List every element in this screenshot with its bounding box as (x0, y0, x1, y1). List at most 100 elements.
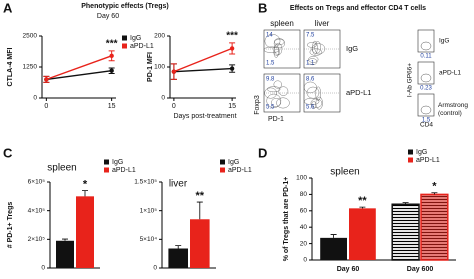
gate-value: 1.5 (266, 61, 275, 67)
row-label: IgG (439, 38, 449, 45)
legend-label: IgG (228, 159, 239, 166)
y-axis-label: # PD-1+ Tregs (7, 202, 14, 249)
chart-title: liver (169, 179, 188, 190)
contour (273, 80, 282, 89)
y-tick-label: 0 (41, 265, 45, 272)
contour (309, 48, 323, 56)
contour (307, 42, 317, 48)
contour (315, 96, 323, 110)
contour (273, 38, 285, 49)
x-axis-label: Days post-treatment (173, 113, 236, 120)
x-tick-label: 0 (172, 103, 176, 110)
y-tick-label: 0 (33, 95, 37, 102)
row-label: aPD-L1 (439, 70, 461, 77)
legend-label: aPD-L1 (416, 157, 440, 164)
gate-value: 5.5 (266, 105, 275, 111)
legend-label: aPD-L1 (112, 167, 136, 174)
legend-swatch (220, 167, 225, 173)
y-tick-label: 40 (300, 224, 308, 231)
contour (420, 73, 432, 83)
legend-swatch (408, 157, 413, 163)
legend-swatch (122, 43, 127, 49)
y-axis-label: % of Tregs that are PD-1+ (283, 177, 290, 262)
column-label: liver (315, 19, 330, 28)
row-label: Armstrong (control) (438, 102, 468, 117)
column-label: spleen (270, 19, 294, 28)
bar-tint (421, 194, 448, 260)
y-tick-label: 2×10⁵ (28, 236, 46, 243)
x-axis-label: PD-1 (268, 116, 284, 123)
legend-swatch (122, 35, 127, 41)
chart-title: spleen (47, 163, 76, 174)
y-tick-label: 2500 (23, 33, 38, 40)
row-label: aPD-L1 (346, 88, 371, 97)
x-tick-label: 15 (228, 103, 236, 110)
contour (308, 56, 319, 63)
error-bar (175, 245, 182, 249)
y-tick-label: 100 (296, 175, 307, 182)
panel-letter: A (3, 0, 13, 15)
chart-title: spleen (330, 167, 359, 178)
y-tick-label: 200 (154, 33, 165, 40)
y-tick-label: 100 (154, 64, 165, 71)
bar (391, 203, 420, 261)
contour (311, 101, 316, 110)
bar (168, 248, 188, 268)
x-tick-label: Day 600 (407, 266, 434, 273)
y-tick-label: 5×10⁴ (140, 236, 158, 243)
significance: * (83, 179, 88, 191)
legend-swatch (220, 159, 225, 165)
error-bar (330, 234, 337, 238)
contour (304, 97, 320, 105)
contour (314, 41, 321, 54)
x-tick-label: Day 60 (337, 266, 360, 273)
error-bar (359, 206, 366, 209)
contour (276, 97, 290, 109)
marker (109, 68, 114, 73)
error-bar (431, 192, 438, 195)
legend-swatch (408, 149, 413, 155)
significance: ** (358, 195, 367, 207)
error-bar (196, 201, 203, 220)
gate-value: 1.1 (306, 61, 315, 67)
legend-label: IgG (130, 35, 141, 42)
y-axis-label: Foxp3 (254, 95, 261, 115)
gate-value: 8.6 (306, 77, 315, 83)
significance: *** (106, 39, 118, 50)
panel-letter: D (258, 145, 267, 160)
flow-plot (417, 93, 435, 117)
contour (420, 41, 432, 51)
data-line (46, 70, 112, 81)
data-line (173, 47, 233, 73)
marker (44, 77, 49, 82)
gate-value: 14 (266, 33, 273, 39)
gate-value: 0.11 (420, 54, 432, 60)
marker (229, 46, 235, 51)
y-tick-label: 80 (300, 191, 308, 198)
gate-value: 0.23 (420, 86, 432, 92)
y-tick-label: 4×10⁵ (28, 207, 46, 214)
contour (420, 105, 432, 115)
panel-title: Phenotypic effects (Tregs) (81, 3, 169, 10)
legend-label: IgG (416, 149, 427, 156)
significance: *** (226, 30, 238, 41)
flow-plot (417, 29, 435, 53)
significance: * (432, 181, 437, 193)
row-label: IgG (346, 44, 358, 53)
y-tick-label: 60 (300, 208, 308, 215)
contour (264, 34, 281, 49)
bar (76, 196, 94, 268)
flow-panel: spleen liver IgG 14 1.5 7.5 1.1 aPD-L1 9.8 5.5 8.6… (254, 19, 462, 129)
y-tick-label: 0 (303, 257, 307, 264)
contour (267, 86, 281, 93)
y-tick-label: 1.5×10⁵ (134, 179, 157, 186)
y-axis-label: PD-1 MFI (147, 52, 154, 82)
error-bar (62, 238, 68, 241)
y-axis-label: CTLA-4 MFI (7, 48, 14, 87)
gate-value: 7.5 (306, 33, 315, 39)
gate-value: 5.6 (306, 105, 315, 111)
x-axis-label: CD4 (420, 122, 433, 129)
gate-value: 9.8 (266, 77, 275, 83)
bar (320, 237, 347, 260)
